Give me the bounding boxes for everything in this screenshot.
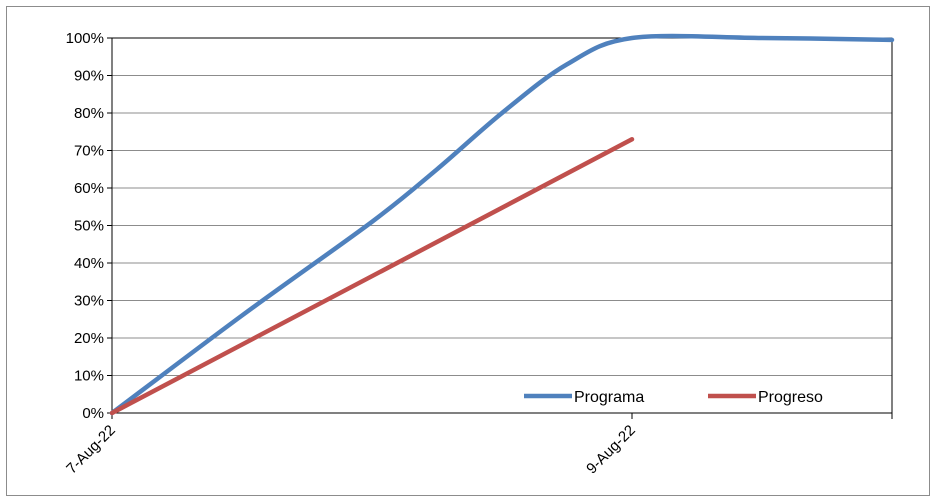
y-tick-label: 10% [74, 368, 104, 385]
legend-label-programa: Programa [574, 389, 644, 406]
chart-frame [6, 6, 930, 496]
y-tick-label: 40% [74, 255, 104, 272]
series-line-programa [109, 33, 895, 416]
legend: Programa Progreso [524, 389, 823, 406]
y-tick-label: 20% [74, 330, 104, 347]
x-axis-ticks: 7-Aug-22 9-Aug-22 [63, 413, 893, 478]
x-tick-label: 9-Aug-22 [583, 422, 639, 478]
series-lines [109, 33, 895, 416]
y-tick-label: 90% [74, 68, 104, 85]
y-tick-label: 70% [74, 143, 104, 160]
legend-label-progreso: Progreso [758, 389, 823, 406]
y-tick-label: 30% [74, 293, 104, 310]
y-tick-label: 60% [74, 180, 104, 197]
series-line-progreso [109, 137, 635, 416]
y-tick-label: 0% [82, 405, 104, 422]
y-tick-label: 50% [74, 218, 104, 235]
x-tick-label: 7-Aug-22 [63, 422, 119, 478]
y-tick-label: 100% [66, 30, 104, 47]
gridlines [112, 37, 892, 376]
y-axis-ticks: 0% 10% 20% 30% 40% 50% 60% 70% 80% 90% 100% [66, 30, 112, 422]
y-tick-label: 80% [74, 105, 104, 122]
